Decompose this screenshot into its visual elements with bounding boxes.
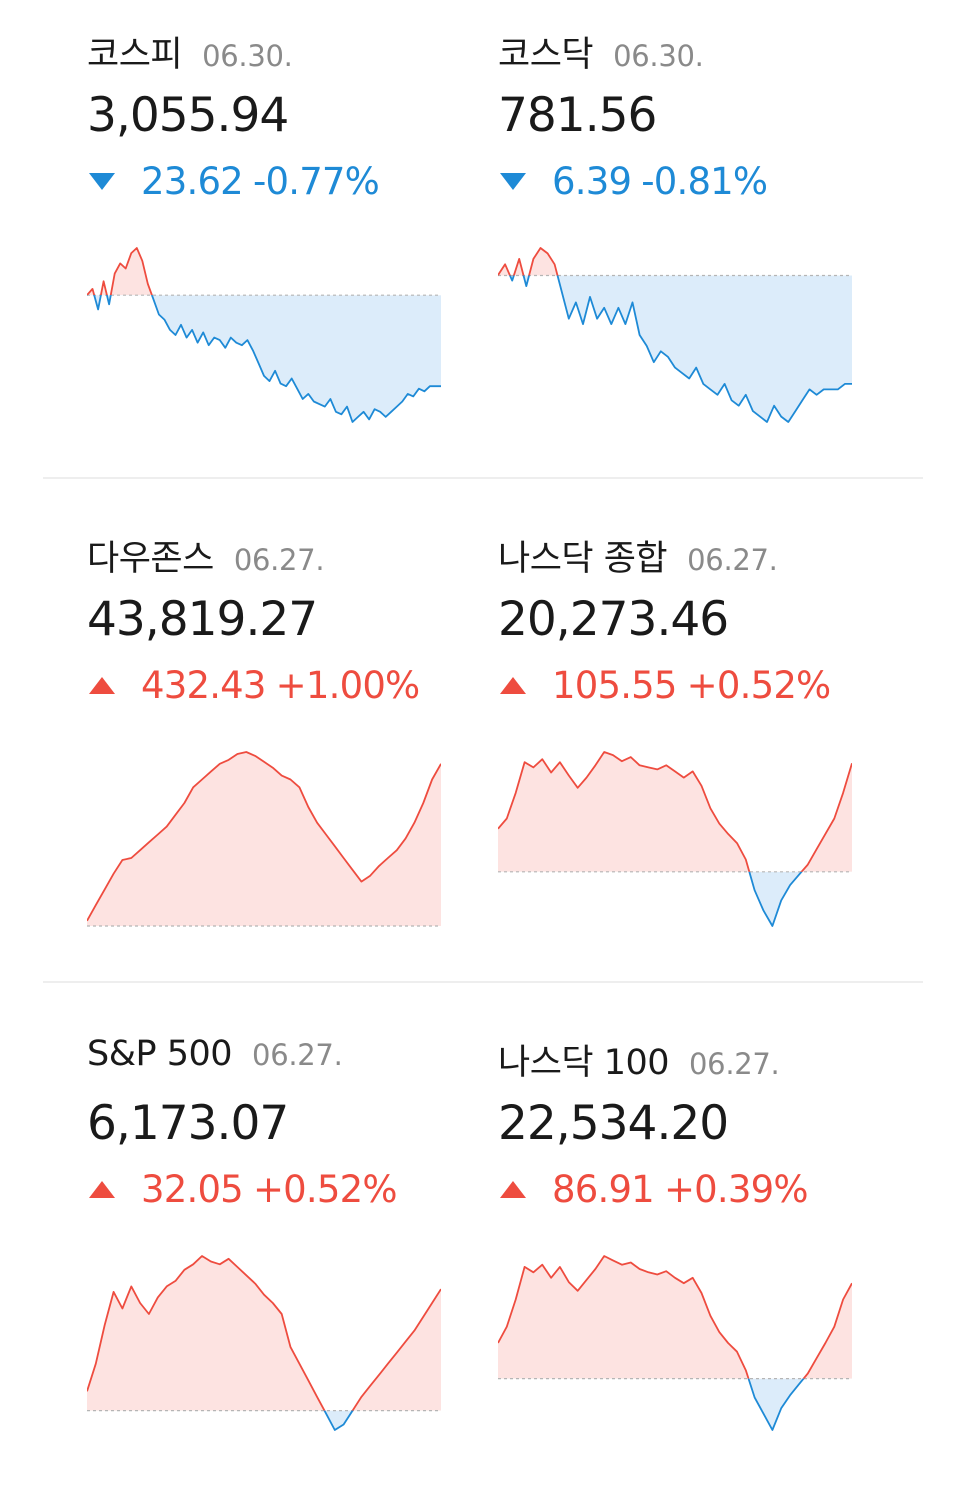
index-row: S&P 500 06.27. 6,173.07 32.05 +0.52% 나스닥…: [0, 1008, 966, 1512]
index-date: 06.30.: [202, 39, 293, 73]
index-header: 나스닥 종합 06.27.: [498, 530, 778, 581]
change-amount: 432.43: [141, 664, 266, 707]
change-amount: 23.62: [141, 160, 244, 203]
chart-area-up: [498, 752, 852, 872]
change-amount: 86.91: [552, 1168, 655, 1211]
index-card-kospi[interactable]: 코스피 06.30. 3,055.94 23.62 -0.77%: [87, 0, 487, 480]
intraday-chart: [87, 1255, 441, 1431]
chart-line-down: [498, 275, 852, 423]
chart-area-down: [498, 275, 852, 422]
index-date: 06.27.: [233, 543, 325, 577]
index-change: 432.43 +1.00%: [87, 664, 421, 707]
index-card-nasdaq-composite[interactable]: 나스닥 종합 06.27. 20,273.46 105.55 +0.52%: [498, 504, 898, 984]
index-change: 86.91 +0.39%: [498, 1168, 808, 1211]
intraday-chart: [498, 247, 852, 423]
chart-line-up: [498, 1255, 852, 1379]
chart-line-down: [747, 1378, 805, 1431]
index-change: 32.05 +0.52%: [87, 1168, 397, 1211]
up-triangle-icon: [89, 677, 115, 694]
index-name: 나스닥 100: [498, 1043, 670, 1083]
change-percent: +0.39%: [663, 1168, 809, 1211]
up-triangle-icon: [89, 1181, 115, 1198]
index-name: 코스닥: [498, 35, 594, 75]
index-name: 나스닥 종합: [498, 539, 668, 579]
index-card-dow-jones[interactable]: 다우존스 06.27. 43,819.27 432.43 +1.00%: [87, 504, 487, 984]
index-card-sp500[interactable]: S&P 500 06.27. 6,173.07 32.05 +0.52%: [87, 1008, 487, 1488]
change-percent: -0.77%: [252, 160, 380, 203]
index-date: 06.30.: [613, 39, 704, 73]
change-amount: 6.39: [552, 160, 632, 203]
index-value: 3,055.94: [87, 88, 289, 143]
index-card-kosdaq[interactable]: 코스닥 06.30. 781.56 6.39 -0.81%: [498, 0, 898, 480]
chart-area-up: [498, 248, 558, 276]
index-value: 43,819.27: [87, 592, 318, 647]
change-percent: +1.00%: [275, 664, 421, 707]
index-value: 6,173.07: [87, 1096, 289, 1151]
index-row: 다우존스 06.27. 43,819.27 432.43 +1.00% 나스닥 …: [0, 504, 966, 1008]
index-value: 781.56: [498, 88, 657, 143]
chart-line-up: [498, 751, 852, 872]
index-header: 코스닥 06.30.: [498, 26, 704, 77]
index-change: 6.39 -0.81%: [498, 160, 768, 203]
chart-area-up: [498, 1256, 852, 1379]
index-value: 20,273.46: [498, 592, 729, 647]
index-change: 105.55 +0.52%: [498, 664, 832, 707]
up-triangle-icon: [500, 677, 526, 694]
index-date: 06.27.: [687, 543, 778, 577]
chart-line-up: [498, 247, 559, 276]
index-date: 06.27.: [252, 1038, 343, 1072]
chart-area-down: [324, 1410, 353, 1430]
up-triangle-icon: [500, 1181, 526, 1198]
chart-area-down: [749, 871, 802, 926]
chart-line-down: [87, 295, 441, 423]
chart-line-down: [748, 871, 803, 927]
intraday-chart: [498, 1255, 852, 1431]
intraday-chart: [498, 751, 852, 927]
chart-area-up: [87, 1256, 441, 1411]
index-card-nasdaq-100[interactable]: 나스닥 100 06.27. 22,534.20 86.91 +0.39%: [498, 1008, 898, 1488]
index-name: 코스피: [87, 35, 183, 75]
chart-line-up: [87, 751, 441, 922]
index-date: 06.27.: [689, 1047, 780, 1081]
row-divider: [43, 477, 923, 479]
index-value: 22,534.20: [498, 1096, 729, 1151]
change-amount: 32.05: [141, 1168, 244, 1211]
chart-line-up: [87, 247, 153, 296]
down-triangle-icon: [500, 173, 526, 190]
index-header: 다우존스 06.27.: [87, 530, 325, 581]
change-percent: +0.52%: [686, 664, 832, 707]
chart-area-down: [498, 1378, 852, 1430]
index-name: S&P 500: [87, 1034, 233, 1074]
index-header: 나스닥 100 06.27.: [498, 1034, 780, 1085]
chart-line-up: [87, 1255, 441, 1411]
index-name: 다우존스: [87, 539, 214, 579]
row-divider: [43, 981, 923, 983]
intraday-chart: [87, 247, 441, 423]
index-header: 코스피 06.30.: [87, 26, 293, 77]
index-row: 코스피 06.30. 3,055.94 23.62 -0.77% 코스닥 06.…: [0, 0, 966, 504]
index-change: 23.62 -0.77%: [87, 160, 380, 203]
change-percent: -0.81%: [641, 160, 768, 203]
down-triangle-icon: [89, 173, 115, 190]
intraday-chart: [87, 751, 441, 927]
chart-area-down: [87, 295, 441, 422]
change-amount: 105.55: [552, 664, 677, 707]
chart-area-up: [87, 752, 441, 926]
change-percent: +0.52%: [252, 1168, 398, 1211]
index-header: S&P 500 06.27.: [87, 1034, 343, 1074]
